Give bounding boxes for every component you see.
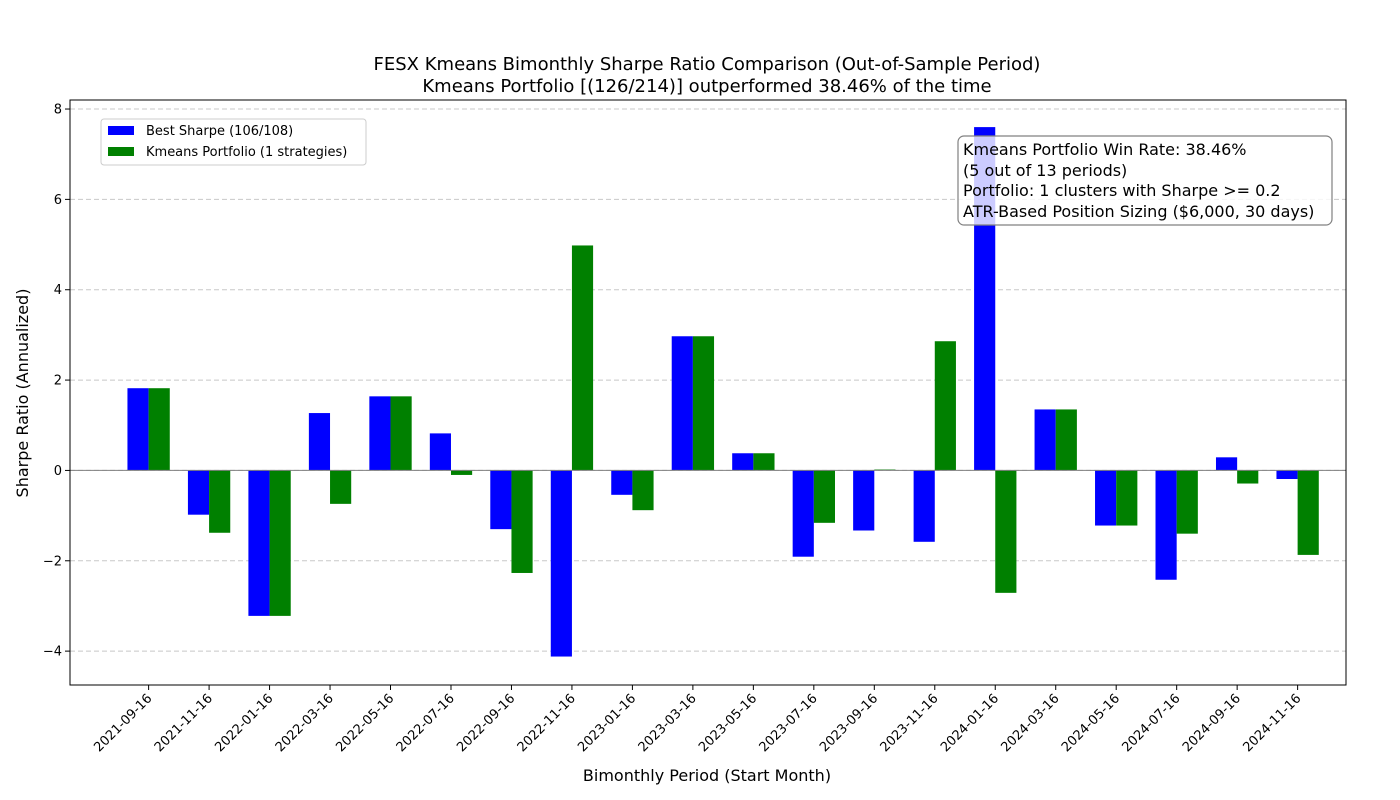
y-tick-label: −4 [43, 645, 62, 660]
bar-best-sharpe-2021-11-16 [187, 470, 210, 515]
annotation-line-2: (5 out of 13 periods) [963, 161, 1127, 180]
x-tick-label: 2022-03-16 [273, 691, 337, 755]
bar-kmeans-portfolio-2022-03-16 [330, 470, 352, 504]
bar-best-sharpe-2024-05-16 [1095, 470, 1117, 526]
y-tick-label: 6 [54, 193, 62, 208]
legend-box [100, 118, 367, 166]
x-tick-label: 2024-09-16 [1180, 691, 1244, 755]
y-tick-label: −2 [43, 554, 62, 569]
bar-best-sharpe-2024-09-16 [1215, 457, 1238, 471]
annotation-line-3: Portfolio: 1 clusters with Sharpe >= 0.2 [963, 181, 1281, 200]
bar-kmeans-portfolio-2023-03-16 [692, 336, 715, 471]
x-tick-label: 2022-05-16 [333, 691, 397, 755]
y-tick-label: 2 [54, 374, 62, 389]
bar-best-sharpe-2022-01-16 [248, 470, 270, 616]
bar-best-sharpe-2023-07-16 [792, 470, 814, 557]
legend-swatch-best-sharpe [108, 126, 134, 135]
bar-kmeans-portfolio-2022-05-16 [390, 396, 412, 471]
bar-best-sharpe-2023-03-16 [671, 336, 693, 471]
legend: Best Sharpe (106/108) Kmeans Portfolio (… [100, 118, 367, 166]
x-tick-label: 2021-11-16 [152, 691, 216, 755]
bar-best-sharpe-2023-01-16 [611, 470, 633, 495]
legend-swatch-kmeans-portfolio [108, 147, 134, 156]
bar-kmeans-portfolio-2023-05-16 [753, 453, 775, 471]
chart-title: FESX Kmeans Bimonthly Sharpe Ratio Compa… [374, 54, 1041, 75]
x-axis-label: Bimonthly Period (Start Month) [583, 766, 831, 785]
bar-best-sharpe-2022-03-16 [308, 413, 331, 471]
legend-label-kmeans-portfolio: Kmeans Portfolio (1 strategies) [146, 145, 347, 160]
y-axis: −4 −2 0 2 4 6 8 [43, 103, 70, 660]
bar-best-sharpe-2021-09-16 [127, 388, 149, 471]
bar-best-sharpe-2022-11-16 [550, 470, 572, 657]
x-tick-label: 2024-01-16 [938, 691, 1002, 755]
bar-kmeans-portfolio-2023-07-16 [813, 470, 835, 523]
bar-best-sharpe-2024-07-16 [1155, 470, 1177, 580]
x-axis: 2021-09-162021-11-162022-01-162022-03-16… [91, 685, 1304, 755]
annotation-background [957, 135, 1333, 226]
bar-kmeans-portfolio-2022-07-16 [450, 470, 473, 475]
bar-best-sharpe-2022-07-16 [429, 433, 451, 471]
x-tick-label: 2023-07-16 [757, 691, 821, 755]
bar-kmeans-portfolio-2024-01-16 [995, 470, 1017, 593]
bar-kmeans-portfolio-2023-11-16 [934, 341, 956, 471]
bar-best-sharpe-2023-05-16 [732, 453, 754, 471]
bar-kmeans-portfolio-2024-05-16 [1116, 470, 1138, 526]
x-tick-label: 2023-05-16 [696, 691, 760, 755]
bar-best-sharpe-2022-09-16 [490, 470, 512, 530]
annotation-line-1: Kmeans Portfolio Win Rate: 38.46% [963, 140, 1247, 159]
x-tick-label: 2023-11-16 [878, 691, 942, 755]
y-tick-label: 0 [54, 464, 62, 479]
x-tick-label: 2022-01-16 [212, 691, 276, 755]
x-tick-label: 2024-11-16 [1240, 691, 1304, 755]
chart-subtitle: Kmeans Portfolio [(126/214)] outperforme… [422, 76, 991, 97]
bar-best-sharpe-2023-11-16 [913, 470, 935, 542]
x-tick-label: 2023-03-16 [636, 691, 700, 755]
y-tick-label: 4 [54, 283, 62, 298]
x-tick-label: 2021-09-16 [91, 691, 155, 755]
bar-best-sharpe-2022-05-16 [369, 396, 391, 471]
bar-best-sharpe-2023-09-16 [853, 470, 875, 531]
y-axis-label: Sharpe Ratio (Annualized) [13, 289, 32, 498]
annotation-box: Kmeans Portfolio Win Rate: 38.46% (5 out… [957, 135, 1333, 226]
x-tick-label: 2022-07-16 [394, 691, 458, 755]
bar-kmeans-portfolio-2024-07-16 [1176, 470, 1198, 534]
x-tick-label: 2022-09-16 [454, 691, 518, 755]
x-tick-label: 2022-11-16 [515, 691, 579, 755]
plot-frame [69, 99, 1347, 686]
bar-kmeans-portfolio-2021-09-16 [148, 388, 170, 471]
annotation-line-4: ATR-Based Position Sizing ($6,000, 30 da… [963, 202, 1314, 221]
x-tick-label: 2023-01-16 [575, 691, 639, 755]
bar-kmeans-portfolio-2022-11-16 [571, 245, 594, 471]
bar-kmeans-portfolio-2024-09-16 [1237, 470, 1259, 484]
x-tick-label: 2024-05-16 [1059, 691, 1123, 755]
y-tick-label: 8 [54, 103, 62, 118]
bar-kmeans-portfolio-2024-11-16 [1297, 470, 1319, 555]
bar-best-sharpe-2024-03-16 [1034, 409, 1056, 471]
bar-kmeans-portfolio-2024-03-16 [1055, 409, 1077, 471]
bar-kmeans-portfolio-2022-01-16 [269, 470, 291, 616]
bar-kmeans-portfolio-2023-01-16 [632, 470, 654, 511]
legend-label-best-sharpe: Best Sharpe (106/108) [146, 124, 293, 139]
bar-kmeans-portfolio-2022-09-16 [511, 470, 533, 573]
x-tick-label: 2024-03-16 [999, 691, 1063, 755]
x-tick-label: 2023-09-16 [817, 691, 881, 755]
x-tick-label: 2024-07-16 [1119, 691, 1183, 755]
bar-kmeans-portfolio-2021-11-16 [209, 470, 231, 533]
bar-best-sharpe-2024-11-16 [1276, 470, 1298, 480]
